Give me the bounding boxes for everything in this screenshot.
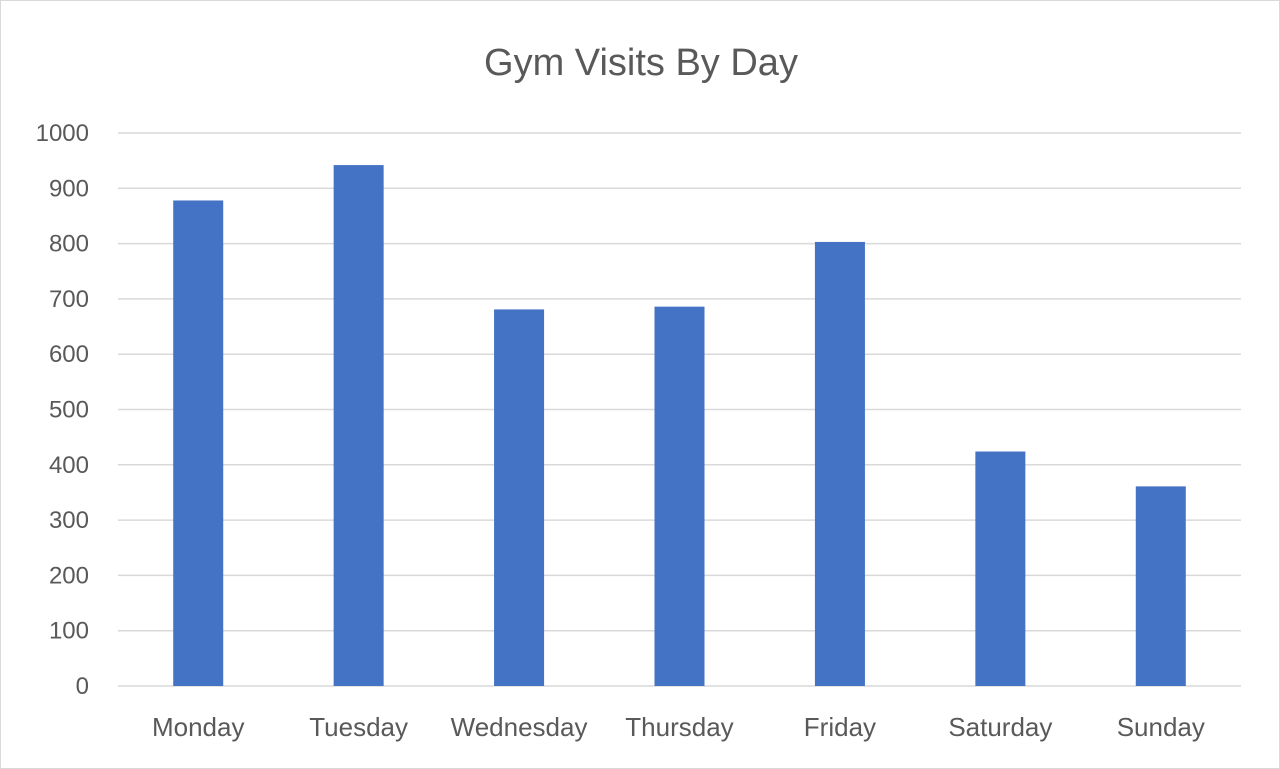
y-tick-label: 700 (49, 286, 89, 313)
bar-sunday (1135, 486, 1186, 686)
chart-title: Gym Visits By Day (484, 42, 798, 84)
y-tick-label: 400 (49, 452, 89, 479)
x-axis-categories: Monday Tuesday Wednesday Thursday Friday Satu… (152, 712, 1205, 742)
y-tick-label: 300 (49, 507, 89, 534)
y-tick-label: 800 (49, 231, 89, 258)
y-tick-label: 1000 (36, 120, 89, 147)
x-category-label: Saturday (948, 712, 1052, 742)
x-category-label: Thursday (625, 712, 733, 742)
x-category-label: Sunday (1117, 712, 1205, 742)
bar-saturday (975, 451, 1026, 686)
y-tick-label: 0 (76, 673, 89, 700)
y-tick-label: 100 (49, 618, 89, 645)
bar-friday (814, 241, 865, 687)
y-tick-label: 200 (49, 562, 89, 589)
y-tick-label: 900 (49, 175, 89, 202)
bars (173, 165, 1186, 687)
bar-thursday (654, 306, 705, 686)
x-category-label: Wednesday (451, 712, 588, 742)
bar-tuesday (333, 165, 384, 687)
y-tick-label: 500 (49, 397, 89, 424)
x-category-label: Friday (804, 712, 876, 742)
y-tick-label: 600 (49, 341, 89, 368)
y-axis-ticks: 0 100 200 300 400 500 600 700 800 900 1000 (36, 120, 89, 700)
bar-wednesday (494, 309, 545, 686)
x-category-label: Tuesday (309, 712, 408, 742)
bar-monday (173, 200, 224, 686)
x-category-label: Monday (152, 712, 245, 742)
